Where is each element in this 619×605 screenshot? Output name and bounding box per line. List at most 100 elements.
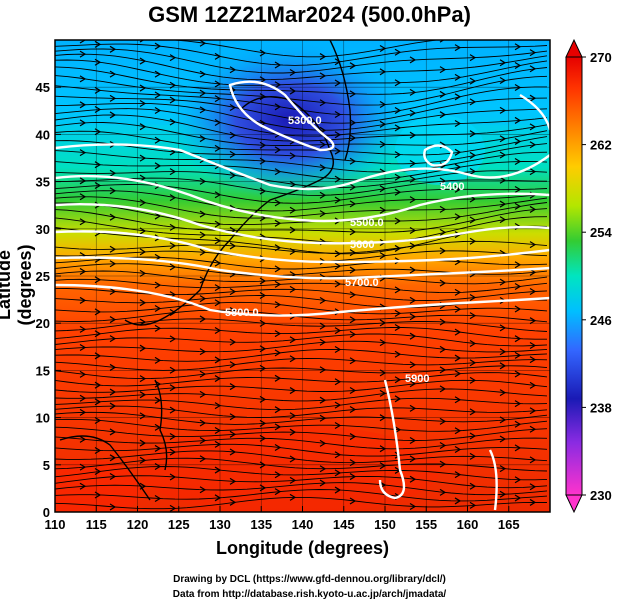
- streamline-arrow: [379, 369, 387, 377]
- x-tick-label: 125: [168, 517, 190, 532]
- streamline-arrow: [79, 463, 87, 471]
- streamline-arrow: [199, 210, 207, 218]
- streamline: [55, 405, 548, 418]
- streamline-arrow: [289, 115, 297, 123]
- streamline: [55, 443, 548, 457]
- y-tick-label: 0: [43, 505, 50, 520]
- streamline: [55, 411, 548, 425]
- streamline: [55, 161, 548, 181]
- colorbar-tick-label: 254: [590, 225, 612, 240]
- streamline-arrow: [439, 318, 447, 326]
- streamline-arrow: [394, 79, 402, 87]
- x-tick-label: 110: [45, 517, 66, 532]
- streamline-arrow: [79, 149, 87, 157]
- streamline-arrow: [94, 330, 102, 338]
- streamline-arrow: [79, 193, 87, 201]
- streamline: [55, 95, 548, 124]
- streamline-arrow: [349, 386, 357, 395]
- streamline: [55, 43, 548, 66]
- streamline-arrow: [94, 128, 102, 136]
- streamline-arrow: [79, 296, 87, 304]
- streamline-arrow: [319, 297, 327, 305]
- streamline: [55, 59, 548, 86]
- streamline-arrow: [274, 330, 282, 338]
- streamline-arrow: [334, 110, 342, 119]
- x-tick-label: 155: [415, 517, 437, 532]
- streamline: [55, 426, 548, 441]
- streamline-arrow: [334, 131, 342, 139]
- credit-drawing: Drawing by DCL (https://www.gfd-dennou.o…: [173, 574, 446, 585]
- streamline-arrow: [439, 417, 447, 425]
- streamline-arrow: [469, 359, 477, 367]
- streamline-arrow: [169, 366, 177, 374]
- streamline-arrow: [469, 130, 477, 138]
- streamline-arrow: [289, 355, 297, 363]
- streamline-arrow: [139, 456, 147, 464]
- streamline-arrow: [469, 501, 477, 509]
- x-tick-label: 115: [86, 517, 107, 532]
- streamline-arrow: [469, 167, 477, 176]
- x-tick-label: 160: [457, 517, 479, 532]
- streamline-arrow: [259, 395, 267, 403]
- streamline-arrow: [499, 389, 507, 397]
- streamline-arrow: [499, 465, 507, 473]
- streamline-arrow: [394, 151, 402, 159]
- streamline-arrow: [499, 176, 507, 184]
- streamline-arrow: [229, 171, 237, 179]
- streamline-arrow: [349, 459, 357, 467]
- streamline-arrow: [469, 54, 477, 62]
- streamline-arrow: [319, 53, 327, 61]
- streamline-arrow: [169, 433, 177, 441]
- streamline-arrow: [499, 490, 507, 498]
- streamline-arrow: [454, 396, 462, 404]
- colorbar-tick-label: 238: [590, 400, 612, 415]
- streamline-arrow: [469, 237, 477, 245]
- streamline-arrow: [439, 177, 447, 185]
- y-tick-label: 35: [36, 175, 50, 190]
- streamline-arrow: [529, 356, 537, 364]
- streamline-arrow: [139, 99, 147, 107]
- streamline-arrow: [139, 412, 147, 420]
- streamline-arrow: [259, 277, 267, 285]
- streamline: [55, 301, 548, 315]
- streamline: [55, 190, 548, 212]
- streamline-arrow: [154, 494, 162, 503]
- streamline-arrow: [529, 205, 537, 213]
- streamline-arrow: [334, 58, 342, 66]
- streamline-arrow: [454, 213, 462, 221]
- streamline-arrow: [154, 212, 162, 220]
- streamline-arrow: [439, 488, 447, 496]
- streamline-arrow: [259, 157, 267, 165]
- map-title: GSM 12Z21Mar2024 (500.0hPa): [148, 2, 471, 27]
- streamline-arrow: [394, 188, 402, 196]
- streamline-arrow: [289, 87, 297, 95]
- streamline-arrow: [199, 248, 207, 256]
- streamline-arrow: [439, 247, 447, 255]
- streamline-arrow: [214, 426, 222, 435]
- streamline-arrow: [379, 44, 387, 53]
- streamline: [55, 75, 548, 106]
- streamline-arrow: [169, 384, 177, 392]
- y-tick-label: 30: [36, 222, 50, 237]
- streamline-arrow: [259, 141, 267, 149]
- streamline: [55, 130, 548, 156]
- streamline-arrow: [499, 324, 507, 332]
- streamline-arrow: [139, 299, 147, 307]
- streamline-arrow: [94, 416, 102, 425]
- streamline-arrow: [169, 223, 177, 231]
- streamline-arrow: [214, 466, 222, 474]
- streamline-arrow: [214, 118, 222, 126]
- streamline-arrow: [169, 81, 177, 89]
- streamline-arrow: [139, 391, 147, 399]
- x-tick-label: 120: [127, 517, 149, 532]
- streamline-arrow: [379, 68, 387, 76]
- streamline-arrow: [529, 456, 537, 464]
- streamline-arrow: [169, 308, 177, 317]
- streamline-arrow: [154, 70, 162, 78]
- streamline-arrow: [394, 124, 402, 132]
- streamline-arrow: [109, 388, 117, 396]
- streamline-arrow: [94, 491, 102, 499]
- streamline-arrow: [139, 248, 147, 256]
- streamline-arrow: [349, 316, 357, 324]
- streamline-arrow: [319, 72, 327, 80]
